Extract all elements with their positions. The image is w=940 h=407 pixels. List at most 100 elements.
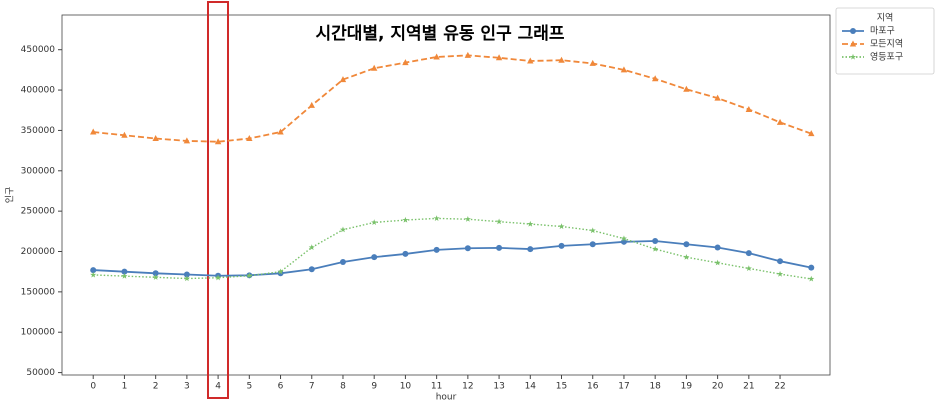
highlight-box bbox=[207, 1, 229, 399]
legend-label: 모든지역 bbox=[870, 39, 903, 50]
data-point bbox=[339, 226, 347, 233]
data-point bbox=[371, 219, 378, 226]
plot-frame bbox=[61, 14, 831, 376]
data-point bbox=[152, 270, 159, 277]
data-point bbox=[777, 258, 784, 265]
data-point bbox=[589, 59, 596, 66]
data-point bbox=[683, 253, 690, 260]
data-point bbox=[808, 275, 815, 282]
x-tick-label: 12 bbox=[462, 382, 473, 392]
y-tick-label: 300000 bbox=[21, 166, 56, 176]
data-point bbox=[651, 75, 659, 82]
data-point bbox=[558, 242, 565, 249]
x-tick-label: 6 bbox=[278, 382, 284, 392]
chart-title: 시간대별, 지역별 유동 인구 그래프 bbox=[315, 24, 564, 44]
data-point bbox=[339, 76, 347, 83]
x-tick-label: 0 bbox=[90, 382, 96, 392]
x-tick-label: 19 bbox=[681, 382, 693, 392]
data-point bbox=[464, 245, 471, 252]
x-tick-label: 3 bbox=[184, 382, 190, 392]
x-tick-label: 5 bbox=[246, 382, 252, 392]
x-tick-label: 16 bbox=[587, 382, 599, 392]
y-tick-label: 250000 bbox=[21, 207, 56, 217]
x-tick-label: 14 bbox=[525, 382, 537, 392]
data-point bbox=[402, 59, 409, 66]
x-tick-label: 20 bbox=[712, 382, 724, 392]
data-point bbox=[339, 258, 346, 265]
data-point bbox=[589, 227, 596, 234]
data-point bbox=[371, 254, 378, 261]
data-point bbox=[433, 215, 440, 221]
x-tick-label: 4 bbox=[215, 382, 221, 392]
legend-label: 영등포구 bbox=[870, 52, 903, 63]
x-tick-label: 11 bbox=[431, 382, 442, 392]
y-axis-label: 인구 bbox=[5, 187, 16, 204]
data-point bbox=[433, 53, 440, 60]
legend-label: 마포구 bbox=[870, 26, 895, 37]
legend-marker bbox=[849, 40, 857, 47]
data-point bbox=[183, 275, 190, 282]
data-point bbox=[527, 57, 534, 64]
data-point bbox=[683, 85, 690, 92]
y-tick-label: 100000 bbox=[21, 328, 56, 338]
data-point bbox=[183, 137, 191, 144]
data-point bbox=[152, 134, 159, 141]
data-point bbox=[496, 218, 503, 225]
data-point bbox=[808, 130, 815, 137]
data-point bbox=[496, 244, 503, 251]
x-tick-label: 2 bbox=[153, 382, 159, 392]
data-point bbox=[308, 101, 315, 108]
data-point bbox=[152, 274, 159, 280]
data-point bbox=[620, 235, 627, 242]
data-point bbox=[745, 265, 752, 272]
x-tick-label: 22 bbox=[774, 382, 785, 392]
data-point bbox=[714, 259, 721, 266]
y-tick-label: 400000 bbox=[21, 86, 56, 96]
y-tick-label: 150000 bbox=[21, 287, 56, 297]
legend-title: 지역 bbox=[877, 13, 894, 24]
legend-marker bbox=[849, 53, 857, 60]
data-point bbox=[121, 131, 128, 138]
data-point bbox=[246, 134, 253, 141]
data-point bbox=[308, 244, 315, 251]
data-point bbox=[558, 56, 565, 63]
x-tick-label: 1 bbox=[122, 382, 128, 392]
data-point bbox=[745, 105, 753, 112]
series-line bbox=[93, 240, 812, 277]
series-line bbox=[93, 54, 812, 143]
data-point bbox=[527, 246, 534, 253]
data-point bbox=[215, 274, 222, 281]
data-point bbox=[464, 216, 471, 222]
data-point bbox=[558, 223, 565, 230]
data-point bbox=[714, 244, 721, 251]
data-point bbox=[90, 267, 97, 274]
data-point bbox=[121, 268, 128, 275]
data-point bbox=[683, 241, 690, 248]
data-point bbox=[402, 250, 409, 257]
y-tick-label: 350000 bbox=[21, 126, 56, 136]
data-point bbox=[495, 54, 503, 61]
x-tick-label: 8 bbox=[340, 382, 346, 392]
data-point bbox=[90, 271, 97, 278]
data-point bbox=[652, 245, 659, 252]
x-tick-label: 15 bbox=[556, 382, 567, 392]
data-point bbox=[464, 51, 472, 58]
data-point bbox=[652, 238, 659, 245]
data-point bbox=[370, 64, 378, 71]
data-point bbox=[620, 66, 628, 73]
data-point bbox=[90, 128, 97, 135]
data-point bbox=[277, 128, 284, 135]
data-point bbox=[745, 250, 752, 257]
x-tick-label: 17 bbox=[618, 382, 629, 392]
data-point bbox=[277, 268, 284, 275]
y-tick-label: 200000 bbox=[21, 247, 56, 257]
legend-marker bbox=[850, 28, 856, 34]
data-point bbox=[527, 220, 534, 227]
data-point bbox=[777, 270, 784, 277]
x-tick-label: 18 bbox=[649, 382, 661, 392]
series-line bbox=[93, 217, 812, 280]
data-point bbox=[402, 216, 409, 223]
x-tick-label: 7 bbox=[309, 382, 315, 392]
data-point bbox=[214, 138, 222, 145]
